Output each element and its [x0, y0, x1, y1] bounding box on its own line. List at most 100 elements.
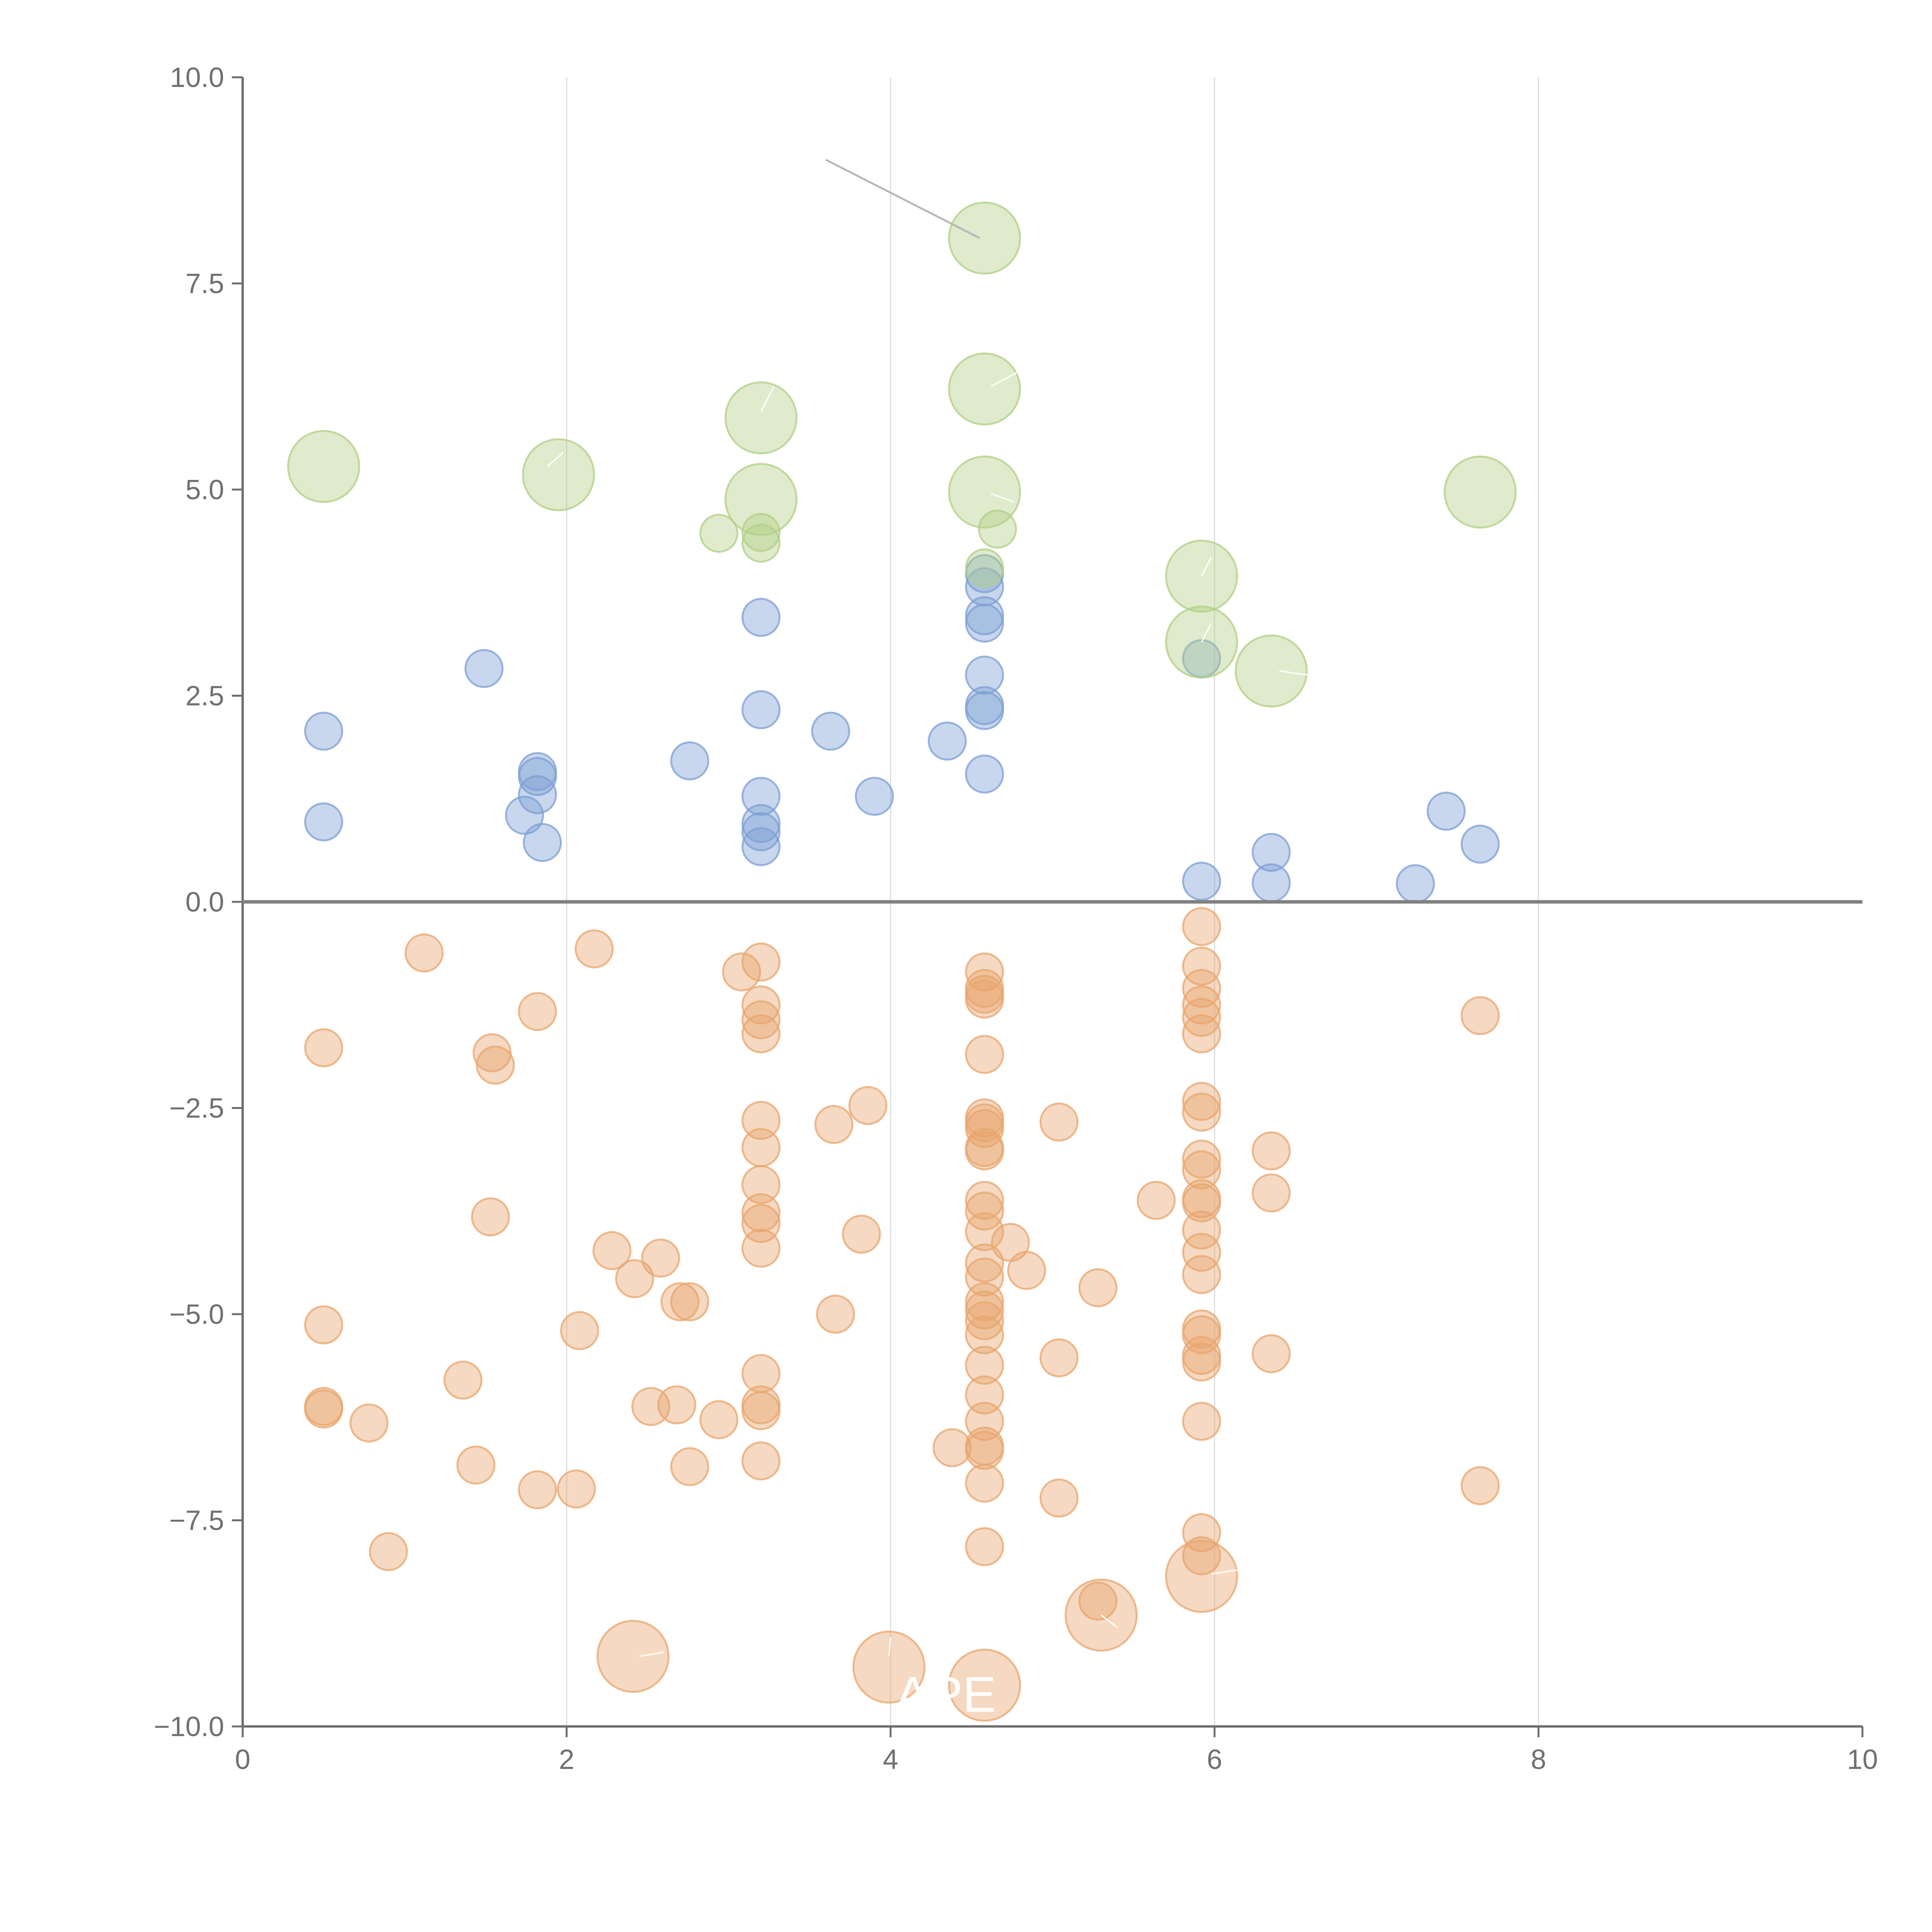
y-tick-label: −5.0 — [169, 1299, 224, 1330]
data-point — [724, 463, 798, 536]
y-tick-label: 5.0 — [185, 474, 224, 505]
data-point — [660, 1282, 700, 1321]
y-axis-ticks: 10.0 7.5 5.0 2.5 0.0 −2.5 −5.0 −7.5 −10.0 — [154, 62, 243, 1742]
data-point — [287, 430, 361, 503]
data-point — [741, 942, 781, 982]
callout-line — [825, 159, 980, 239]
data-point — [1182, 1139, 1221, 1179]
data-point — [965, 1463, 1004, 1503]
data-point — [741, 524, 781, 563]
x-tick-label: 2 — [559, 1744, 574, 1775]
data-point — [560, 1311, 599, 1350]
data-point — [965, 1212, 1004, 1252]
data-point — [1039, 1338, 1079, 1378]
data-point — [1182, 1210, 1221, 1250]
data-point — [1461, 996, 1500, 1035]
data-point — [1182, 1014, 1221, 1053]
data-point — [1136, 1181, 1176, 1220]
series-negative — [304, 907, 1500, 1722]
data-point — [741, 1128, 781, 1167]
data-point — [1182, 1183, 1221, 1223]
data-point — [304, 711, 344, 751]
data-point — [349, 1403, 389, 1443]
y-tick-label: 10.0 — [170, 62, 224, 93]
data-point — [965, 1430, 1004, 1470]
y-tick-label: −10.0 — [154, 1711, 224, 1742]
data-point — [304, 1389, 344, 1429]
data-point — [948, 352, 1021, 426]
data-point — [476, 1046, 515, 1085]
data-point — [1182, 969, 1221, 1008]
data-point — [1182, 1233, 1221, 1272]
data-point — [1396, 864, 1435, 903]
data-point — [518, 992, 557, 1031]
data-point — [641, 1238, 680, 1278]
data-point — [965, 1301, 1004, 1340]
data-point — [741, 1000, 781, 1039]
data-point — [741, 1228, 781, 1268]
data-point — [1078, 1268, 1117, 1308]
data-point — [304, 802, 344, 842]
data-point — [1182, 1150, 1221, 1190]
data-point — [699, 1400, 738, 1439]
data-point — [473, 1033, 512, 1073]
data-point — [575, 929, 614, 969]
data-point — [471, 1197, 510, 1236]
data-point — [557, 1469, 596, 1509]
data-point — [852, 1630, 926, 1704]
data-point — [816, 1294, 855, 1334]
data-point — [369, 1532, 408, 1571]
data-point — [741, 812, 781, 852]
data-point — [456, 1446, 496, 1485]
leader-line — [1201, 557, 1212, 577]
data-point — [1182, 862, 1221, 901]
data-point — [596, 1620, 670, 1693]
data-point — [741, 1101, 781, 1140]
data-point — [928, 721, 967, 761]
data-point — [1039, 1102, 1079, 1142]
data-point — [505, 796, 544, 835]
leader-line — [888, 1637, 891, 1656]
data-point — [1182, 1342, 1221, 1382]
data-point — [615, 1259, 654, 1298]
data-point — [1182, 946, 1221, 986]
data-point — [670, 741, 709, 781]
data-point — [965, 1191, 1004, 1231]
data-point — [522, 438, 595, 512]
data-point — [1461, 1466, 1500, 1505]
data-point — [592, 1231, 632, 1270]
data-point — [741, 827, 781, 866]
data-point — [1182, 985, 1221, 1025]
data-point — [948, 201, 1021, 275]
data-point — [1039, 1478, 1079, 1518]
leader-line — [1211, 1569, 1239, 1575]
data-point — [965, 1527, 1004, 1566]
y-tick-label: 7.5 — [185, 269, 224, 299]
data-point — [1252, 1173, 1291, 1213]
data-point — [965, 604, 1004, 643]
data-point — [741, 598, 781, 637]
data-point — [741, 1014, 781, 1053]
x-tick-label: 4 — [883, 1744, 898, 1775]
leader-line — [760, 386, 775, 412]
data-point — [657, 1385, 696, 1425]
leader-line — [991, 493, 1014, 503]
y-tick-label: 0.0 — [185, 887, 224, 918]
data-point — [848, 1086, 888, 1125]
data-point — [518, 775, 557, 815]
leader-line — [1100, 1614, 1118, 1628]
data-point — [948, 455, 1021, 529]
data-point — [722, 952, 761, 992]
data-point — [1235, 634, 1308, 707]
data-point — [1078, 1582, 1117, 1621]
data-point — [965, 1345, 1004, 1385]
data-point — [699, 514, 738, 553]
data-point — [741, 804, 781, 843]
data-point — [965, 655, 1004, 695]
leader-line — [546, 452, 564, 467]
data-point — [1182, 1401, 1221, 1441]
data-point — [1182, 1092, 1221, 1132]
data-point — [965, 952, 1004, 992]
data-point — [965, 1131, 1004, 1170]
